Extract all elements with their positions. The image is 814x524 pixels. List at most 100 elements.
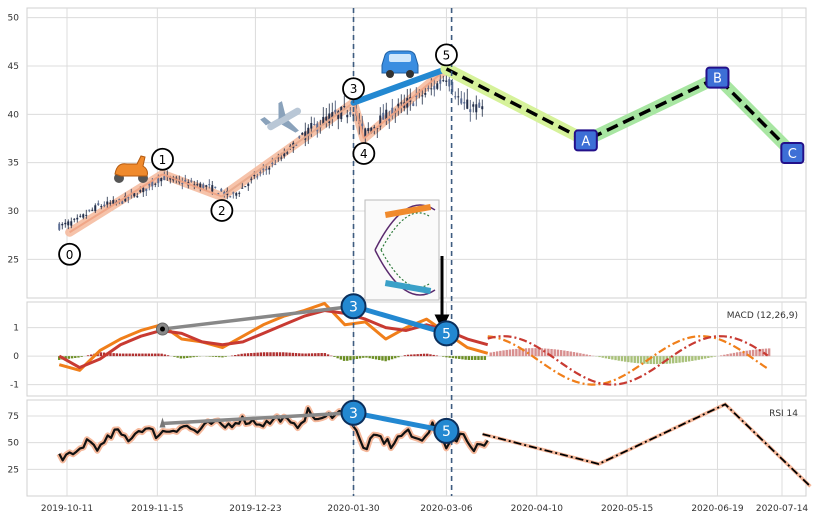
- candle-body: [208, 184, 210, 185]
- macd-histogram-bar-projected: [643, 356, 645, 364]
- wave-label-text: 0: [66, 248, 74, 262]
- macd-histogram-bar: [372, 356, 374, 359]
- macd-histogram-bar: [151, 354, 153, 357]
- rsi-y-tick-label: 25: [8, 465, 19, 475]
- car-window: [389, 54, 411, 62]
- candle-body: [250, 179, 252, 180]
- candle-body: [232, 192, 234, 193]
- wave-label-text: 1: [159, 153, 167, 167]
- macd-histogram-bar: [452, 356, 454, 358]
- macd-histogram-bar: [122, 354, 124, 357]
- rsi-y-tick-label: 75: [8, 412, 19, 422]
- candle-body: [253, 175, 255, 176]
- candle-body: [73, 219, 75, 220]
- macd-histogram-bar-projected: [675, 356, 677, 363]
- macd-histogram-bar: [471, 356, 473, 360]
- macd-histogram-bar: [144, 354, 146, 357]
- wave-label-1: 1: [152, 149, 173, 170]
- candle-body: [82, 214, 84, 217]
- macd-histogram-bar: [74, 356, 76, 358]
- macd-pivot-text: 3: [349, 299, 358, 315]
- candle-body: [361, 124, 363, 127]
- macd-histogram-bar-projected: [733, 353, 735, 356]
- macd-pivot-3: 3: [342, 294, 366, 318]
- macd-histogram-bar-projected: [502, 350, 504, 356]
- macd-histogram-bar-projected: [698, 356, 700, 360]
- candle-body: [271, 163, 273, 164]
- macd-histogram-bar: [148, 354, 150, 357]
- macd-panel: [27, 302, 806, 396]
- rsi-pivot-text: 5: [442, 424, 451, 440]
- candle-body: [412, 103, 414, 106]
- wave-label-4: 4: [353, 143, 374, 164]
- candle-body: [121, 201, 123, 203]
- macd-histogram-bar: [336, 356, 338, 358]
- price-y-tick-label: 40: [8, 110, 20, 120]
- candle-body: [58, 224, 60, 230]
- macd-pivot-marker-dot: [160, 327, 165, 332]
- candle-body: [310, 123, 312, 129]
- wave-label-text: 4: [360, 147, 368, 161]
- candle-body: [445, 81, 447, 82]
- macd-histogram-bar: [311, 353, 313, 356]
- macd-histogram-bar: [410, 355, 412, 357]
- candle-body: [259, 172, 261, 173]
- macd-histogram-bar: [237, 354, 239, 356]
- macd-histogram-bar-projected: [653, 356, 655, 364]
- x-tick-label: 2020-04-10: [511, 504, 564, 514]
- macd-histogram-bar: [132, 354, 134, 357]
- car-wheel: [406, 70, 414, 78]
- macd-histogram-bar-projected: [611, 356, 613, 359]
- candle-body: [382, 113, 384, 120]
- macd-histogram-bar: [314, 353, 316, 356]
- macd-title: MACD (12,26,9): [727, 311, 798, 321]
- macd-histogram-bar-projected: [589, 355, 591, 356]
- candle-body: [343, 106, 345, 107]
- macd-histogram-bar: [266, 352, 268, 356]
- x-tick-label: 2020-01-30: [327, 504, 380, 514]
- macd-histogram-bar: [448, 356, 450, 358]
- macd-histogram-bar-projected: [752, 350, 754, 356]
- macd-histogram-bar-projected: [490, 352, 492, 356]
- candle-body: [469, 109, 471, 112]
- macd-y-tick-label: 0: [13, 352, 19, 362]
- macd-histogram-bar: [480, 356, 482, 360]
- macd-histogram-bar: [464, 356, 466, 360]
- macd-histogram-bar: [295, 353, 297, 356]
- macd-histogram-bar-projected: [730, 353, 732, 356]
- x-tick-label: 2020-06-19: [691, 504, 744, 514]
- candle-body: [436, 83, 438, 89]
- macd-histogram-bar: [116, 353, 118, 356]
- macd-histogram-bar-projected: [586, 354, 588, 356]
- macd-histogram-bar-projected: [707, 356, 709, 358]
- candle-body: [349, 112, 351, 114]
- price-y-tick-label: 25: [8, 255, 19, 265]
- macd-histogram-bar-projected: [659, 356, 661, 364]
- candle-body: [286, 152, 288, 153]
- macd-histogram-bar: [253, 353, 255, 356]
- x-tick-label: 2019-11-15: [131, 504, 183, 514]
- candle-body: [79, 216, 81, 217]
- macd-histogram-bar: [365, 356, 367, 357]
- macd-histogram-bar: [404, 355, 406, 356]
- macd-histogram-bar: [154, 354, 156, 357]
- wave-label-2: 2: [211, 200, 232, 221]
- x-tick-label: 2020-05-15: [601, 504, 653, 514]
- candle-body: [478, 103, 480, 108]
- rsi-title: RSI 14: [769, 409, 798, 419]
- macd-histogram-bar: [180, 356, 182, 358]
- candle-body: [181, 183, 183, 184]
- macd-histogram-bar-projected: [570, 352, 572, 357]
- candle-body: [454, 96, 456, 97]
- candle-body: [97, 203, 99, 205]
- macd-histogram-bar-projected: [621, 356, 623, 361]
- macd-histogram-bar: [477, 356, 479, 360]
- candle-body: [229, 196, 231, 197]
- candle-body: [154, 184, 156, 185]
- candle-body: [256, 176, 258, 177]
- macd-histogram-bar-projected: [640, 356, 642, 363]
- macd-histogram-bar: [461, 356, 463, 359]
- wave-label-text: 2: [218, 204, 226, 218]
- macd-histogram-bar: [407, 355, 409, 356]
- projection-label-text: B: [713, 72, 722, 87]
